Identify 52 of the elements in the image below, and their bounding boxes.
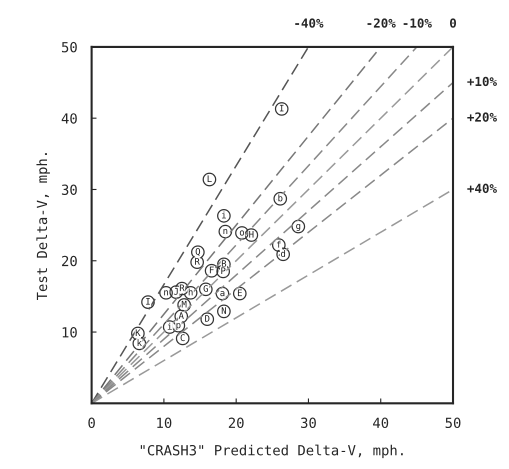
- annotation: B: [222, 260, 226, 267]
- series-label: +20%: [467, 112, 497, 122]
- y-tick-label: 40: [62, 113, 77, 124]
- annotation: A: [178, 312, 184, 319]
- annotation: E: [238, 289, 242, 296]
- y-tick-label: 10: [62, 327, 77, 338]
- annotation: n: [223, 228, 228, 234]
- x-axis-title: "CRASH3" Predicted Delta-V, mph.: [140, 444, 403, 458]
- y-tick-label: 50: [62, 42, 77, 52]
- annotation: h: [188, 288, 193, 296]
- annotation: k: [138, 339, 142, 346]
- x-tick-label: 50: [446, 418, 460, 428]
- annotation: H: [249, 231, 254, 238]
- annotation: J: [174, 288, 178, 295]
- annotation: N: [222, 307, 226, 314]
- annotation: Q: [196, 248, 200, 256]
- annotation: n: [164, 290, 168, 296]
- annotation: R: [180, 284, 185, 292]
- annotation: b: [278, 194, 282, 202]
- annotation: i: [222, 212, 226, 218]
- series-label: -40%: [295, 18, 324, 28]
- annotation: I: [146, 298, 150, 305]
- series-label: 0: [450, 18, 456, 28]
- annotation: i: [168, 322, 172, 330]
- series-label: -10%: [404, 18, 432, 28]
- x-tick-label: 0: [88, 418, 95, 428]
- x-tick-label: 10: [157, 418, 172, 428]
- annotation: I: [280, 104, 284, 112]
- annotation: G: [204, 285, 208, 292]
- annotation: g: [296, 224, 300, 231]
- x-tick-label: 30: [301, 418, 316, 428]
- y-tick-label: 20: [62, 256, 77, 266]
- annotation: D: [205, 315, 210, 322]
- annotation: L: [208, 175, 212, 182]
- x-tick-label: 40: [373, 418, 388, 428]
- annotation: M: [182, 300, 186, 308]
- annotation: a: [220, 291, 224, 296]
- annotation: f: [276, 240, 281, 248]
- annotation: K: [136, 329, 141, 336]
- series-label: +10%: [467, 76, 497, 86]
- annotation: R: [195, 258, 200, 265]
- annotation: p: [176, 323, 181, 330]
- annotation: o: [240, 230, 244, 236]
- annotation: C: [180, 334, 185, 342]
- series-label: -20%: [368, 18, 396, 28]
- annotation: F: [210, 266, 214, 274]
- y-axis-title: Test Delta-V, mph.: [36, 153, 50, 300]
- annotation: P: [221, 267, 226, 274]
- x-tick-label: 20: [228, 418, 244, 428]
- annotation: d: [280, 250, 286, 257]
- series-label: +40%: [467, 184, 497, 194]
- y-tick-label: 30: [62, 184, 77, 195]
